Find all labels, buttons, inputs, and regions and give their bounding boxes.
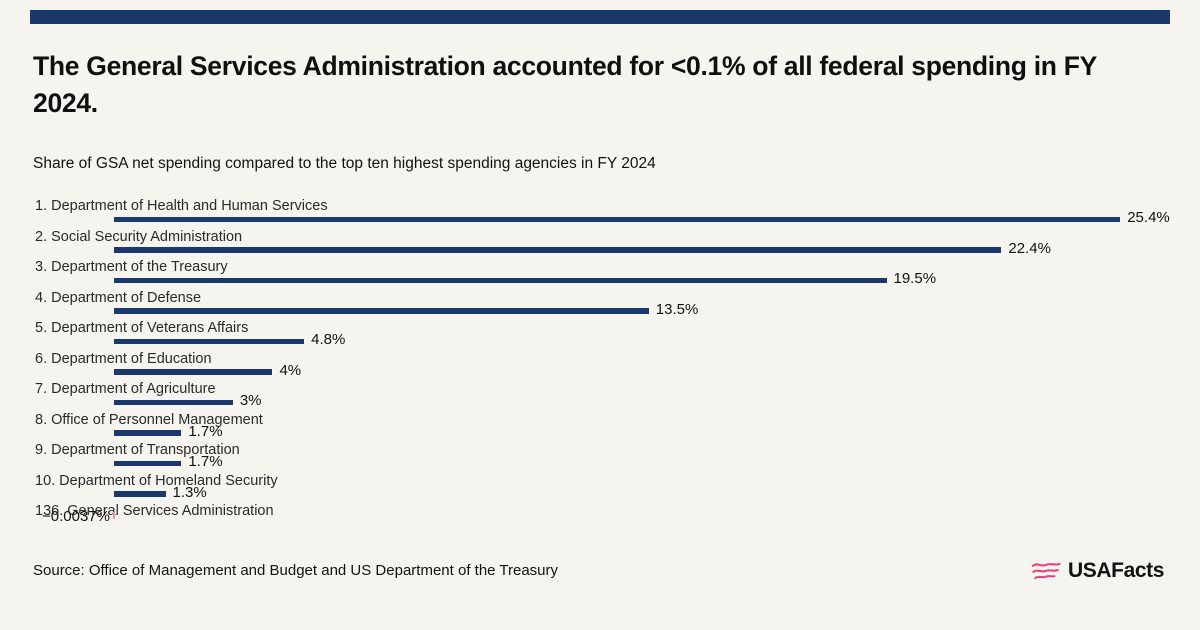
bar [114, 491, 166, 497]
agency-label: 8. Office of Personnel Management [35, 411, 263, 428]
agency-label: 136. General Services Administration [35, 503, 274, 519]
bar [114, 247, 1002, 253]
chart-row: 136. General Services Administration −0.0… [33, 502, 1173, 532]
bar-chart: 1. Department of Health and Human Servic… [33, 197, 1173, 537]
usafacts-wordmark: USAFacts [1068, 559, 1164, 582]
chart-row: 1. Department of Health and Human Servic… [33, 197, 1173, 227]
bar [114, 369, 273, 375]
agency-label: 7. Department of Agriculture [35, 381, 216, 397]
value-label: 1.7% [188, 422, 223, 440]
bar [114, 216, 1121, 222]
bar [114, 277, 887, 283]
agency-label: 10. Department of Homeland Security [35, 472, 278, 489]
usafacts-logo: USAFacts [1031, 559, 1164, 583]
negative-bar [112, 512, 115, 519]
chart-row: 9. Department of Transportation 1.7% [33, 441, 1173, 471]
chart-row: 5. Department of Veterans Affairs 4.8% [33, 319, 1173, 349]
chart-row: 4. Department of Defense 13.5% [33, 289, 1173, 319]
source-note: Source: Office of Management and Budget … [33, 562, 559, 579]
value-label: 4% [279, 361, 302, 379]
value-label: 1.3% [172, 483, 207, 501]
chart-row: 6. Department of Education 4% [33, 350, 1173, 380]
agency-label: 6. Department of Education [35, 350, 212, 367]
bar [114, 460, 182, 466]
agency-label: 5. Department of Veterans Affairs [35, 320, 249, 336]
bar [114, 430, 182, 436]
value-label: 19.5% [893, 270, 937, 287]
bar [114, 399, 233, 405]
chart-row: 8. Office of Personnel Management 1.7% [33, 411, 1173, 441]
agency-label: 1. Department of Health and Human Servic… [35, 198, 328, 214]
value-label: −0.0037% [42, 508, 110, 525]
agency-label: 4. Department of Defense [35, 289, 202, 306]
chart-row: 2. Social Security Administration 22.4% [33, 228, 1173, 258]
usafacts-flag-icon [1031, 562, 1061, 580]
value-label: 4.8% [311, 331, 346, 348]
value-label: 3% [239, 392, 262, 409]
value-label: 25.4% [1127, 209, 1170, 226]
chart-row: 3. Department of the Treasury 19.5% [33, 258, 1173, 288]
value-label: 1.7% [188, 453, 223, 470]
card-title: The General Services Administration acco… [33, 51, 1097, 118]
chart-row: 10. Department of Homeland Security 1.3% [33, 472, 1173, 502]
chart-row: 7. Department of Agriculture 3% [33, 380, 1173, 410]
agency-label: 2. Social Security Administration [35, 228, 243, 245]
value-label: 22.4% [1008, 239, 1051, 257]
chart-subtitle: Share of GSA net spending compared to th… [33, 155, 656, 172]
top-accent-bar [30, 10, 1170, 24]
value-label: 13.5% [655, 300, 699, 318]
bar [114, 338, 305, 344]
agency-label: 3. Department of the Treasury [35, 259, 228, 275]
agency-label: 9. Department of Transportation [35, 442, 240, 458]
bar [114, 308, 649, 314]
